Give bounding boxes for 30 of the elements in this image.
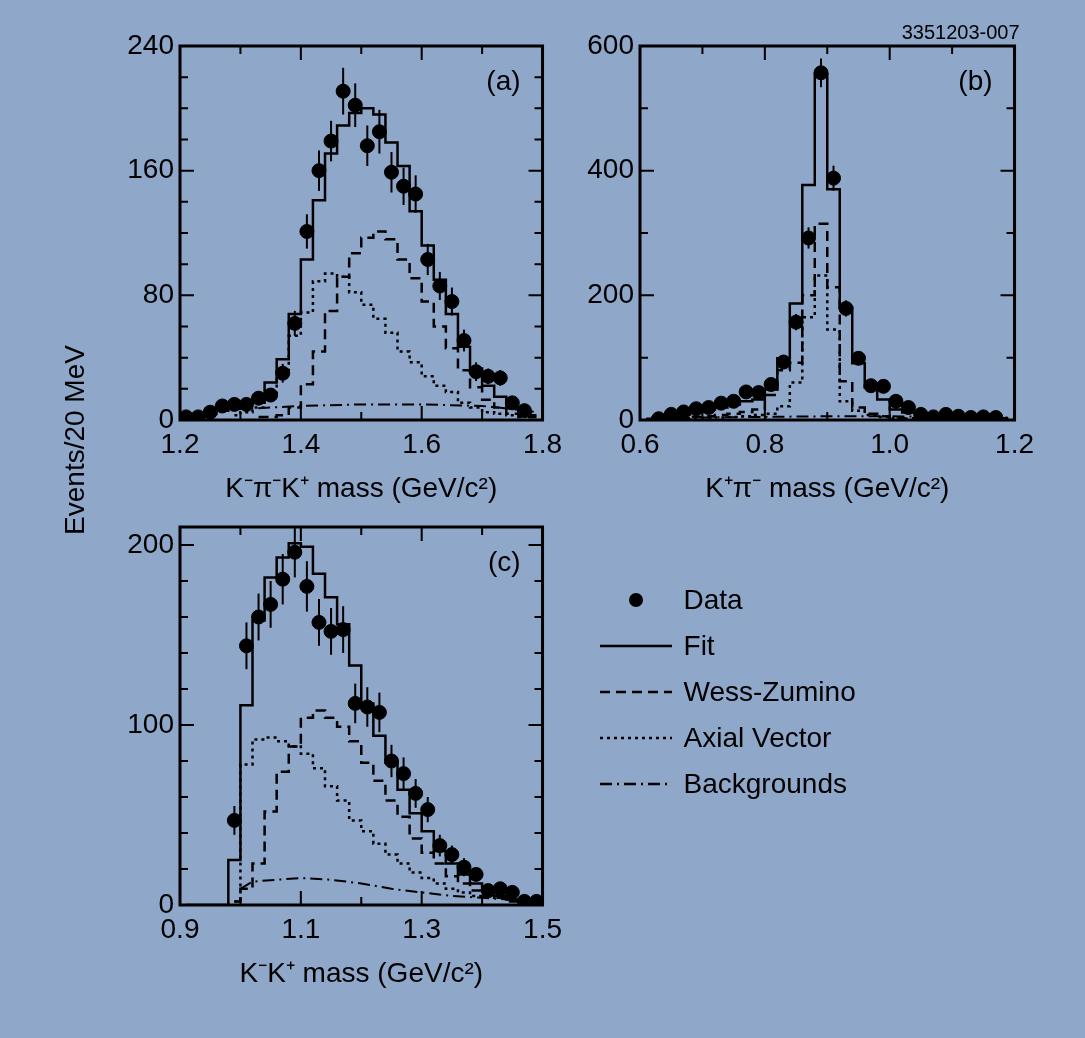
y-tick-label: 600 [587, 28, 634, 60]
y-tick-label: 200 [587, 278, 634, 310]
text: 3351203-007 [901, 20, 1020, 43]
y-axis-title: Events/20 MeV [59, 345, 91, 535]
y-tick-label: 200 [127, 527, 174, 559]
legend-label: Axial Vector [683, 722, 832, 754]
x-axis-title: K⁻π⁻K⁺ mass (GeV/c²) [225, 471, 498, 503]
x-axis-title: K⁻K⁺ mass (GeV/c²) [239, 956, 484, 988]
x-tick-label: 1.8 [523, 427, 563, 459]
y-tick-label: 240 [127, 28, 174, 60]
annotation: (b) [958, 64, 993, 96]
x-axis-title: K⁺π⁻ mass (GeV/c²) [705, 471, 950, 503]
x-tick-label: 1.5 [523, 912, 563, 944]
legend-label: Fit [683, 630, 715, 662]
y-tick-label: 400 [587, 153, 634, 185]
x-tick-label: 1.6 [402, 427, 442, 459]
x-tick-label: 1.0 [870, 427, 910, 459]
y-tick-label: 100 [127, 707, 174, 739]
x-tick-label: 1.3 [402, 912, 442, 944]
x-tick-label: 1.1 [281, 912, 321, 944]
y-tick-label: 160 [127, 153, 174, 185]
legend-label: Wess-Zumino [683, 676, 856, 708]
annotation: (a) [486, 64, 521, 96]
y-tick-label: 80 [142, 278, 174, 310]
x-tick-label: 0.8 [745, 427, 785, 459]
legend-label: Backgrounds [683, 768, 847, 800]
x-tick-label: 1.2 [995, 427, 1035, 459]
legend-label: Data [683, 584, 743, 616]
annotation: (c) [487, 545, 521, 577]
x-tick-label: 1.4 [281, 427, 321, 459]
